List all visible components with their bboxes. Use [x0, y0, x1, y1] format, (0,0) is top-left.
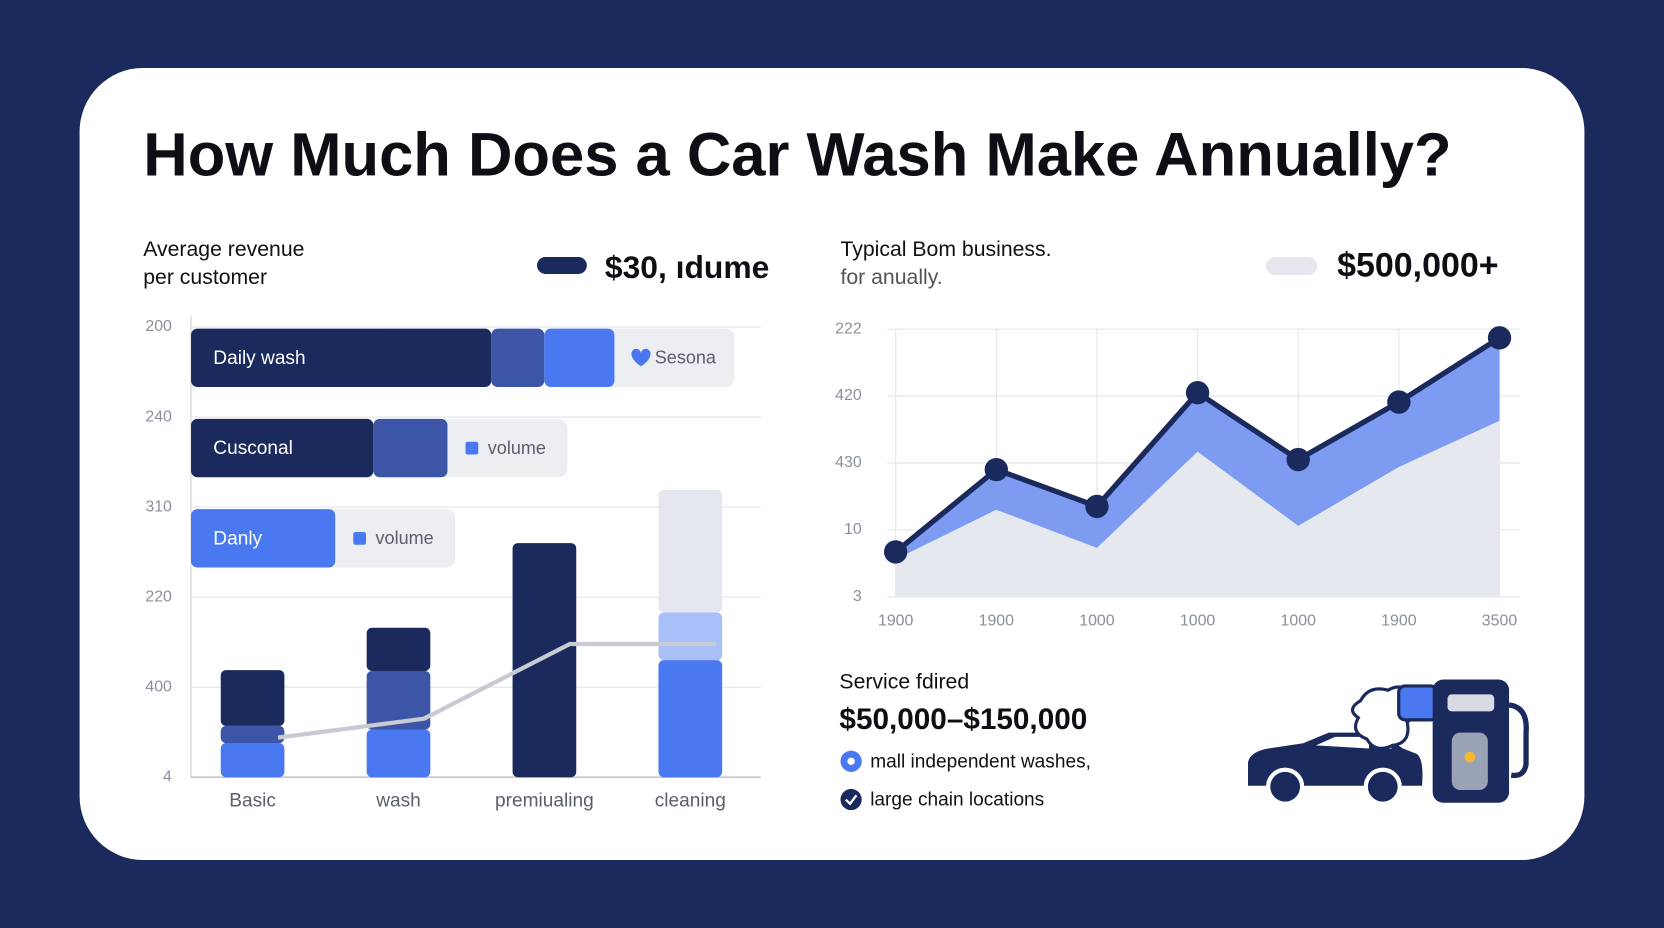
stat-value: $500,000+: [1337, 247, 1498, 285]
bar-segment: [512, 543, 577, 778]
line-marker: [1387, 390, 1411, 414]
line-marker: [1085, 494, 1109, 519]
x-tick-label: 1900: [1381, 612, 1417, 629]
bullet-text: mall independent washes,: [870, 751, 1091, 772]
x-tick-label: 1000: [1079, 612, 1115, 629]
service-range: $50,000–$150,000: [839, 703, 1087, 736]
tag-label: volume: [376, 528, 434, 548]
title: How Much Does a Car Wash Make Annually?: [143, 121, 1451, 190]
x-tick-label: Basic: [229, 791, 276, 812]
bar-segment: [366, 627, 431, 671]
pump-hose: [1508, 702, 1529, 779]
pump-light: [1464, 751, 1476, 763]
car-wash-icon: [1248, 679, 1529, 806]
stat-value: $30, ıdume: [605, 249, 769, 285]
y-tick-label: 222: [835, 320, 862, 337]
car-window: [1315, 736, 1393, 749]
hbar-segment: [191, 418, 374, 478]
hbar-segment: [373, 418, 448, 478]
hbar-segment: [544, 328, 615, 388]
bar-segment: [366, 729, 431, 778]
x-tick-label: 1900: [878, 612, 914, 629]
card: [79, 67, 1585, 861]
hbar-segment: [491, 328, 545, 388]
line-marker: [984, 457, 1008, 482]
bar-segment: [658, 490, 723, 613]
y-tick-label: 400: [145, 678, 172, 695]
bar-segment: [658, 660, 723, 778]
y-tick-label: 310: [145, 498, 172, 515]
y-tick-label: 3: [853, 588, 862, 605]
hbar-label: Daily wash: [213, 348, 305, 369]
y-tick-label: 200: [145, 318, 172, 335]
tag-label: volume: [488, 438, 546, 458]
y-tick-label: 4: [163, 768, 172, 785]
line-marker: [1185, 381, 1210, 405]
car-wheel: [1266, 767, 1305, 806]
tag-pill: [601, 328, 735, 388]
nozzle: [1397, 684, 1439, 722]
tag-icon: [631, 348, 651, 367]
bullet-text: large chain locations: [870, 790, 1044, 811]
tag-label: Sesona: [655, 348, 717, 368]
bar-segment: [220, 743, 285, 778]
bullet-icon: [840, 788, 862, 811]
y-tick-label: 220: [145, 588, 172, 605]
x-tick-label: 1000: [1180, 612, 1216, 629]
line-marker: [1286, 447, 1310, 472]
stat-label: Typical Bom business.: [840, 238, 1051, 261]
line-marker: [884, 540, 908, 564]
line-marker: [1487, 326, 1512, 350]
bar-segment: [220, 670, 285, 726]
stat-pill: [536, 256, 587, 274]
bar-segment: [366, 670, 431, 730]
bullet-icon: [844, 794, 858, 806]
tag-icon: [465, 441, 479, 455]
tag-icon: [353, 531, 366, 545]
x-tick-label: wash: [375, 791, 421, 812]
y-tick-label: 430: [835, 454, 862, 471]
band-area: [895, 337, 1500, 560]
stat-label: per customer: [143, 266, 267, 289]
hbar-segment: [191, 509, 336, 568]
stat-label: Average revenue: [143, 238, 304, 261]
tag-pill: [434, 418, 568, 478]
trend-line: [277, 641, 716, 740]
service-label: Service fdired: [839, 670, 969, 693]
lower-area: [895, 420, 1500, 597]
y-tick-label: 10: [844, 521, 862, 538]
bar-segment: [220, 725, 285, 744]
x-tick-label: premiualing: [495, 791, 594, 812]
bullet-icon: [847, 757, 855, 766]
hbar-label: Danly: [213, 528, 262, 549]
y-tick-label: 420: [835, 387, 862, 404]
car-wheel: [1363, 767, 1402, 806]
x-tick-label: 1900: [979, 612, 1015, 629]
x-tick-label: 3500: [1482, 612, 1518, 629]
hbar-segment: [191, 328, 492, 388]
stat-pill: [1266, 256, 1317, 276]
bar-segment: [658, 612, 723, 661]
hbar-label: Cusconal: [213, 438, 293, 459]
x-tick-label: 1000: [1281, 612, 1317, 629]
pump-display: [1447, 694, 1495, 712]
y-tick-label: 240: [145, 408, 172, 425]
stat-label: for anually.: [840, 266, 942, 289]
x-tick-label: cleaning: [655, 791, 726, 812]
tag-pill: [322, 509, 456, 568]
